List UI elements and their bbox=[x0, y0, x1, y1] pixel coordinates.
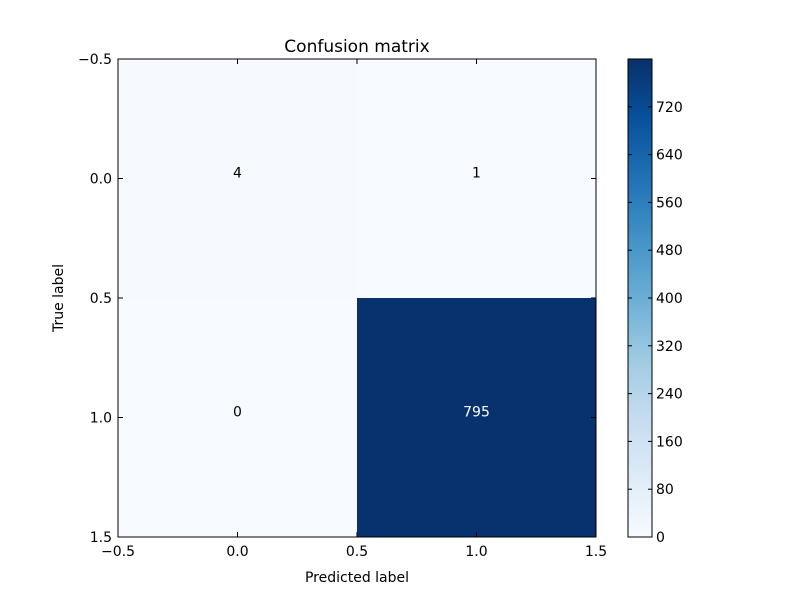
y-tick-label: −0.5 bbox=[78, 52, 112, 68]
colorbar-tick-label: 80 bbox=[656, 482, 674, 498]
y-tick-label: 1.5 bbox=[90, 530, 112, 546]
x-tick-label: 1.0 bbox=[465, 544, 487, 560]
colorbar-tick-label: 560 bbox=[656, 195, 683, 211]
colorbar-tick-label: 320 bbox=[656, 339, 683, 355]
y-tick-label: 1.0 bbox=[90, 411, 112, 427]
colorbar-tick-label: 480 bbox=[656, 243, 683, 259]
x-axis-label: Predicted label bbox=[305, 570, 409, 586]
heatmap-cells bbox=[118, 59, 596, 537]
colorbar-tick-label: 640 bbox=[656, 148, 683, 164]
colorbar-tick-label: 0 bbox=[656, 530, 665, 546]
heatmap-cell-1-1 bbox=[357, 298, 596, 537]
colorbar-ticks: 0 80 160 240 320 400 480 560 640 720 bbox=[628, 100, 683, 546]
colorbar-tick-label: 160 bbox=[656, 434, 683, 450]
heatmap-cell-0-0 bbox=[118, 59, 357, 298]
x-tick-label: 0.5 bbox=[346, 544, 368, 560]
y-axis-ticks: −0.5 0.0 0.5 1.0 1.5 bbox=[78, 52, 596, 546]
heatmap-cell-labels: 4 1 0 795 bbox=[233, 166, 490, 421]
colorbar-tick-label: 720 bbox=[656, 100, 683, 116]
y-tick-label: 0.0 bbox=[90, 172, 112, 188]
colorbar-tick-label: 240 bbox=[656, 387, 683, 403]
heatmap-cell-0-1 bbox=[357, 59, 596, 298]
cell-label-0-0: 4 bbox=[233, 166, 242, 182]
chart-title: Confusion matrix bbox=[284, 37, 429, 57]
cell-label-0-1: 1 bbox=[472, 166, 481, 182]
heatmap-cell-1-0 bbox=[118, 298, 357, 537]
y-axis-label: True label bbox=[51, 264, 67, 333]
cell-label-1-0: 0 bbox=[233, 405, 242, 421]
colorbar-tick-label: 400 bbox=[656, 291, 683, 307]
y-tick-label: 0.5 bbox=[90, 291, 112, 307]
x-tick-label: 0.0 bbox=[226, 544, 248, 560]
x-axis-ticks: −0.5 0.0 0.5 1.0 1.5 bbox=[101, 59, 607, 560]
x-tick-label: 1.5 bbox=[585, 544, 607, 560]
x-tick-label: −0.5 bbox=[101, 544, 135, 560]
cell-label-1-1: 795 bbox=[463, 405, 490, 421]
